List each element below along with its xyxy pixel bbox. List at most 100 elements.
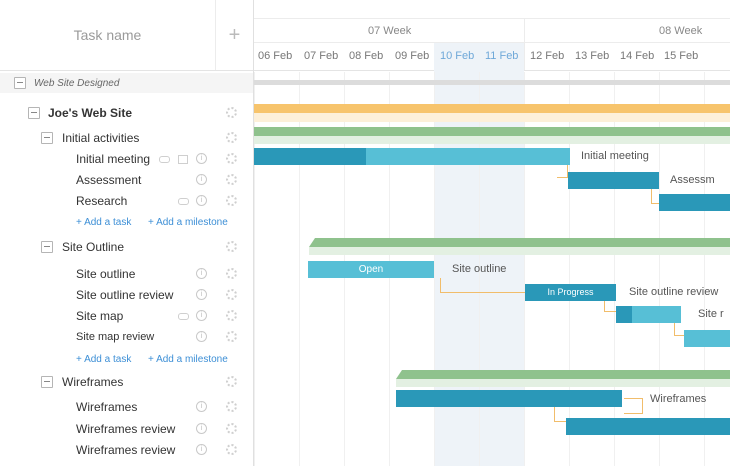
- collapse-toggle[interactable]: [41, 132, 53, 144]
- add-task-link[interactable]: + Add a task: [76, 217, 131, 228]
- task-row[interactable]: Research i: [0, 190, 253, 211]
- add-row: + Add a task + Add a milestone: [0, 213, 253, 231]
- note-icon[interactable]: [178, 155, 188, 164]
- task-row[interactable]: Wireframes review i: [0, 418, 253, 439]
- day-label: 12 Feb: [530, 50, 564, 62]
- gear-icon[interactable]: [226, 401, 237, 412]
- task-name-column-header[interactable]: Task name: [0, 0, 216, 70]
- project-label: Joe's Web Site: [48, 106, 132, 120]
- day-label: 15 Feb: [664, 50, 698, 62]
- link-icon[interactable]: [159, 156, 170, 163]
- gear-icon[interactable]: [226, 331, 237, 342]
- gear-icon[interactable]: [226, 444, 237, 455]
- info-icon[interactable]: i: [196, 423, 207, 434]
- section-label: Initial activities: [62, 131, 139, 145]
- gear-icon[interactable]: [226, 107, 237, 118]
- gear-icon[interactable]: [226, 376, 237, 387]
- gear-icon[interactable]: [226, 310, 237, 321]
- add-task-link[interactable]: + Add a task: [76, 354, 131, 365]
- task-label: Initial meeting: [76, 152, 150, 166]
- task-bar[interactable]: [659, 194, 730, 211]
- gear-icon[interactable]: [226, 241, 237, 252]
- info-icon[interactable]: i: [196, 310, 207, 321]
- gear-icon[interactable]: [226, 153, 237, 164]
- task-label: Research: [76, 194, 127, 208]
- section-bar[interactable]: [396, 370, 730, 379]
- info-icon[interactable]: i: [196, 195, 207, 206]
- gear-icon[interactable]: [226, 132, 237, 143]
- day-label: 08 Feb: [349, 50, 383, 62]
- task-label: Site map review: [76, 331, 154, 343]
- section-bar[interactable]: [254, 127, 730, 136]
- task-label: Wireframes review: [76, 443, 175, 457]
- section-row[interactable]: Initial activities: [0, 127, 253, 148]
- task-bar[interactable]: [566, 418, 730, 435]
- section-label: Site Outline: [62, 240, 124, 254]
- task-bar-label: Wireframes: [650, 393, 706, 405]
- task-row[interactable]: Site outline review i: [0, 284, 253, 305]
- collapse-toggle[interactable]: [41, 241, 53, 253]
- task-status-label: Open: [308, 261, 434, 278]
- task-bar-progress[interactable]: [254, 148, 366, 165]
- project-bar-shadow: [254, 113, 730, 122]
- section-row[interactable]: Wireframes: [0, 371, 253, 392]
- day-label: 13 Feb: [575, 50, 609, 62]
- info-icon[interactable]: i: [196, 444, 207, 455]
- task-row[interactable]: Site map i: [0, 305, 253, 326]
- task-bar[interactable]: [568, 172, 659, 189]
- project-row[interactable]: Joe's Web Site: [0, 102, 253, 123]
- collapse-toggle[interactable]: [14, 77, 26, 89]
- link-icon[interactable]: [178, 313, 189, 320]
- task-row[interactable]: Wireframes review i: [0, 439, 253, 460]
- section-bar-shadow: [254, 136, 730, 144]
- section-row[interactable]: Site Outline: [0, 236, 253, 257]
- info-icon[interactable]: i: [196, 153, 207, 164]
- collapse-toggle[interactable]: [41, 376, 53, 388]
- week-label: 07 Week: [368, 25, 411, 37]
- info-icon[interactable]: i: [196, 268, 207, 279]
- add-milestone-link[interactable]: + Add a milestone: [148, 354, 228, 365]
- collapse-toggle[interactable]: [28, 107, 40, 119]
- task-bar-label: Site outline review: [629, 286, 718, 298]
- task-row[interactable]: Site map review i: [0, 326, 253, 347]
- dependency-connector: [624, 398, 643, 414]
- gear-icon[interactable]: [226, 195, 237, 206]
- task-row[interactable]: Site outline i: [0, 263, 253, 284]
- section-bar[interactable]: [309, 238, 730, 247]
- task-row[interactable]: Wireframes i: [0, 396, 253, 417]
- week-label: 08 Week: [659, 25, 702, 37]
- add-row: + Add a task + Add a milestone: [0, 350, 253, 368]
- task-status-label: In Progress: [525, 284, 616, 301]
- task-label: Wireframes review: [76, 422, 175, 436]
- info-icon[interactable]: i: [196, 174, 207, 185]
- task-bar[interactable]: [684, 330, 730, 347]
- task-label: Site outline: [76, 267, 135, 281]
- gear-icon[interactable]: [226, 423, 237, 434]
- task-label: Wireframes: [76, 400, 137, 414]
- task-label: Site map: [76, 309, 123, 323]
- task-list-header: Task name +: [0, 0, 253, 71]
- task-row[interactable]: Initial meeting i: [0, 148, 253, 169]
- gear-icon[interactable]: [226, 268, 237, 279]
- gear-icon[interactable]: [226, 174, 237, 185]
- add-task-button[interactable]: +: [216, 0, 253, 70]
- task-bar-label: Assessm: [670, 174, 715, 186]
- task-row[interactable]: Assessment i: [0, 169, 253, 190]
- task-bar-progress[interactable]: [616, 306, 632, 323]
- task-bar[interactable]: [632, 306, 681, 323]
- info-icon[interactable]: i: [196, 289, 207, 300]
- gear-icon[interactable]: [226, 289, 237, 300]
- info-icon[interactable]: i: [196, 401, 207, 412]
- gantt-timeline: 07 Week 08 Week 06 Feb 07 Feb 08 Feb 09 …: [253, 0, 730, 466]
- day-label: 11 Feb: [485, 50, 518, 62]
- task-bar[interactable]: [366, 148, 570, 165]
- day-label: 10 Feb: [440, 50, 474, 62]
- task-bar[interactable]: [396, 390, 622, 407]
- day-label: 07 Feb: [304, 50, 338, 62]
- project-group-row[interactable]: Web Site Designed: [0, 73, 253, 93]
- info-icon[interactable]: i: [196, 331, 207, 342]
- task-list-panel: Task name + Web Site Designed Joe's Web …: [0, 0, 253, 466]
- add-milestone-link[interactable]: + Add a milestone: [148, 217, 228, 228]
- project-bar[interactable]: [254, 104, 730, 113]
- link-icon[interactable]: [178, 198, 189, 205]
